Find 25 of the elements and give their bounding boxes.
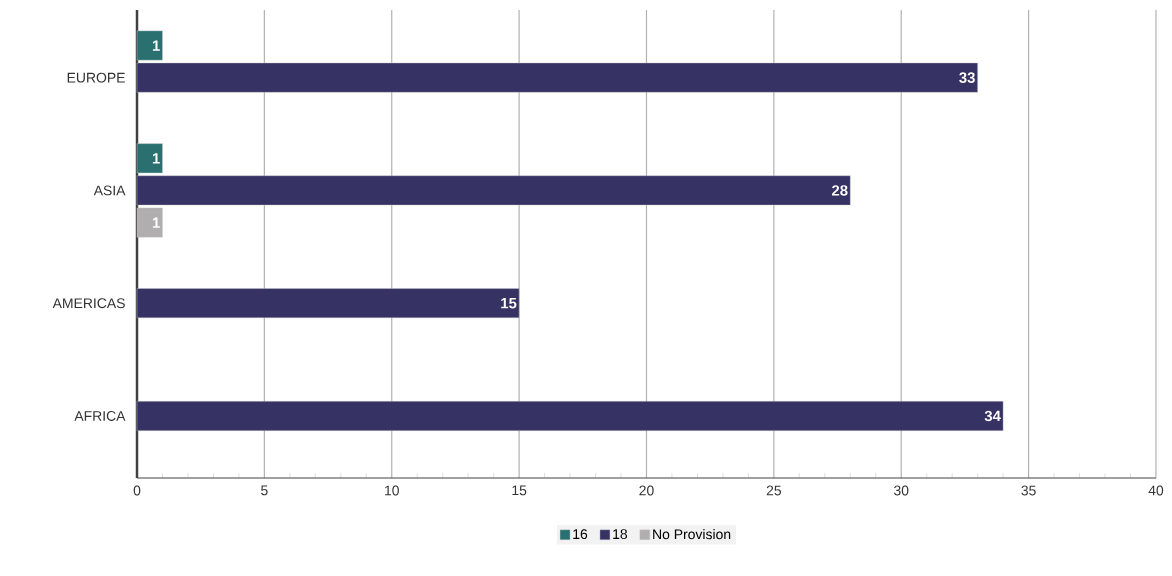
y-tick-label: ASIA: [93, 185, 126, 196]
y-tick-label: AMERICAS: [52, 298, 125, 309]
y-tick-label: EUROPE: [67, 72, 125, 83]
x-tick-label: 20: [639, 485, 654, 496]
y-tick-label: AFRICA: [74, 411, 126, 421]
x-tick-label: 15: [512, 485, 527, 496]
bar: [136, 288, 520, 319]
x-tick-label: 30: [893, 485, 909, 496]
legend-label: 16: [573, 529, 588, 540]
x-tick-label: 40: [1148, 485, 1164, 496]
x-tick-label: 0: [133, 485, 141, 496]
data-label: 34: [984, 410, 1001, 422]
data-label: 1: [152, 40, 160, 51]
x-tick-label: 10: [385, 485, 399, 496]
data-label: 33: [959, 72, 975, 83]
data-label: 1: [152, 153, 160, 164]
x-tick-label: 25: [766, 485, 782, 496]
x-tick-label: 35: [1021, 485, 1036, 496]
bar: [136, 401, 1004, 431]
data-label: 28: [831, 185, 848, 196]
data-label: 1: [152, 217, 160, 228]
legend-label: 18: [613, 529, 628, 540]
data-label: 15: [501, 297, 517, 309]
legend-label: No Provision: [653, 528, 731, 540]
x-tick-label: 5: [261, 485, 268, 496]
